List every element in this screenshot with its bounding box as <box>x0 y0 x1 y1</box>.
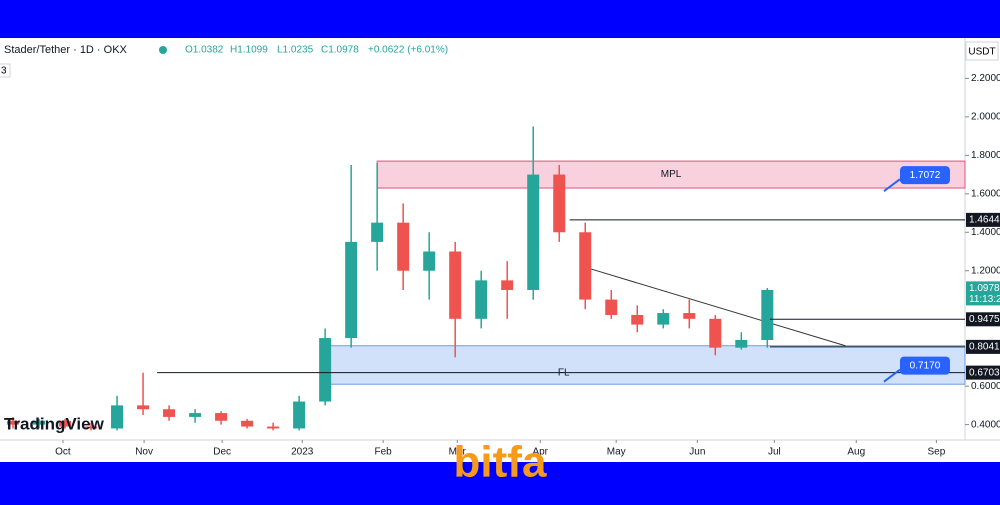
watermark: TradingView <box>4 414 105 433</box>
level-label: 0.8041 <box>969 342 1000 353</box>
candle-body <box>345 241 358 339</box>
callout-label: 1.7072 <box>910 170 941 181</box>
zone-label: MPL <box>661 169 682 180</box>
badge-box <box>0 63 11 78</box>
candle-body <box>449 251 462 319</box>
candle-body <box>709 318 722 348</box>
y-tick-label: 1.8000 <box>971 150 1000 161</box>
candle-body <box>371 222 384 242</box>
y-tick-label: 1.4000 <box>971 227 1000 238</box>
candle-body <box>111 405 124 429</box>
last-price: 1.0978 <box>969 283 1000 294</box>
candle-body <box>527 174 540 290</box>
x-tick-label: Apr <box>532 447 548 458</box>
level-label: 0.6703 <box>969 367 1000 378</box>
candle-body <box>319 338 332 402</box>
change: +0.0622 (+6.01%) <box>368 45 448 56</box>
candle-body <box>293 401 306 429</box>
x-tick-label: Jun <box>689 447 705 458</box>
level-label: 1.4644 <box>969 215 1000 226</box>
zone <box>376 160 966 189</box>
candle-body <box>761 289 774 340</box>
candle-body <box>423 251 436 271</box>
brand: bitfa <box>454 438 547 487</box>
currency-box <box>965 41 999 61</box>
x-tick-label: Aug <box>847 447 865 458</box>
x-tick-label: Feb <box>375 447 393 458</box>
candle-body <box>631 314 644 325</box>
callout-label: 0.7170 <box>910 360 941 371</box>
candle-body <box>85 426 98 429</box>
callout-pointer <box>883 178 901 192</box>
candle-body <box>553 174 566 233</box>
y-tick-label: 0.4000 <box>971 419 1000 430</box>
currency: USDT <box>968 47 995 58</box>
symbol: Stader/Tether · 1D · OKX <box>4 44 128 56</box>
countdown: 11:13:2 <box>969 294 1000 305</box>
x-tick-label: Nov <box>135 447 153 458</box>
candle-body <box>579 232 592 300</box>
x-tick-label: 2023 <box>291 447 314 458</box>
status-dot <box>159 46 167 54</box>
y-tick-label: 2.2000 <box>971 73 1000 84</box>
candle-body <box>59 420 72 427</box>
callout-pointer <box>883 368 901 383</box>
x-tick-label: Oct <box>55 447 71 458</box>
candle-body <box>241 420 254 427</box>
x-tick-label: May <box>607 447 626 458</box>
level-box <box>966 365 1000 380</box>
candle-body <box>475 280 488 319</box>
candle-body <box>137 405 150 410</box>
high: H1.1099 <box>230 45 268 56</box>
close: C1.0978 <box>321 45 359 56</box>
y-tick-label: 2.0000 <box>971 112 1000 123</box>
candle-body <box>657 313 670 325</box>
x-tick-label: Dec <box>213 447 231 458</box>
open: O1.0382 <box>185 45 224 56</box>
callout-box <box>899 166 950 185</box>
chart-panel <box>0 38 1000 462</box>
candle-body <box>7 420 20 425</box>
zone <box>322 345 966 385</box>
badge: 3 <box>1 66 7 77</box>
candle-body <box>33 420 46 425</box>
x-tick-label: Jul <box>768 447 781 458</box>
low: L1.0235 <box>277 45 314 56</box>
callout-box <box>899 356 950 375</box>
y-tick-label: 1.6000 <box>971 188 1000 199</box>
candle-body <box>215 413 228 421</box>
x-tick-label: Mar <box>449 447 467 458</box>
candle-body <box>683 313 696 319</box>
level-label: 0.9475 <box>969 314 1000 325</box>
y-tick-label: 0.6000 <box>971 381 1000 392</box>
level-box <box>966 339 1000 354</box>
level-box <box>966 212 1000 227</box>
candle-body <box>189 413 202 417</box>
level-box <box>966 312 1000 327</box>
candle-body <box>163 409 176 417</box>
candle-body <box>397 222 410 271</box>
y-tick-label: 1.2000 <box>971 265 1000 276</box>
trend-line <box>590 268 846 347</box>
candle-body <box>605 299 618 315</box>
candle-body <box>735 339 748 348</box>
candle-body <box>267 426 280 429</box>
x-tick-label: Sep <box>927 447 945 458</box>
price-box <box>966 281 1000 306</box>
candle-body <box>501 280 514 290</box>
